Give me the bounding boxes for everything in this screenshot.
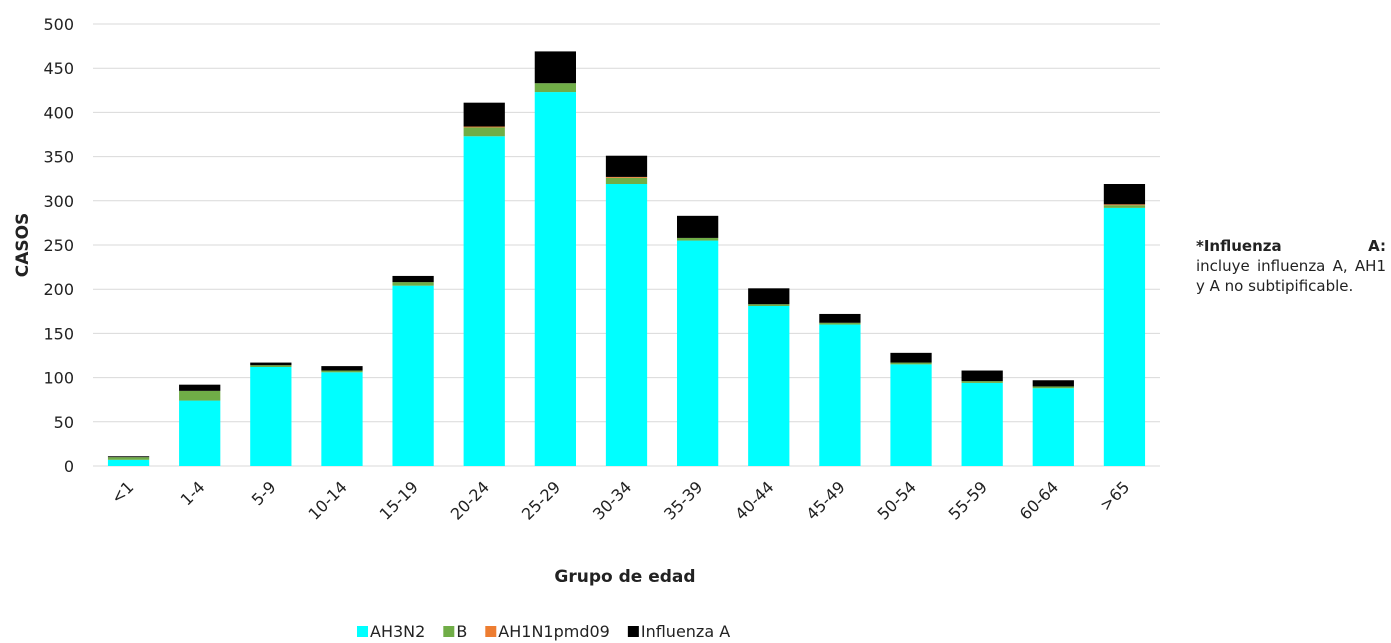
bar-segment — [107, 457, 150, 460]
x-tick-label: 55-59 — [945, 477, 991, 523]
bar-segment — [961, 382, 1003, 466]
annotation-label: *Influenza A: — [1196, 237, 1386, 255]
x-tick-label: 20-24 — [447, 477, 493, 523]
bar-segment — [392, 285, 434, 466]
bar-segment — [1032, 388, 1074, 466]
bar-segment — [890, 364, 932, 466]
bar-segment — [392, 282, 434, 286]
bar-segment — [961, 381, 1003, 383]
y-tick-label: 150 — [43, 324, 74, 343]
bar-segment — [463, 136, 505, 466]
bar-segment — [107, 459, 150, 466]
bar-segment — [1103, 207, 1146, 466]
annotation: *Influenza A: incluye influenza A, AH1 y … — [1196, 236, 1386, 296]
bar-segment — [179, 384, 221, 391]
x-tick-label: 25-29 — [518, 477, 564, 523]
x-tick-label: 15-19 — [376, 477, 422, 523]
bar-segment — [605, 177, 648, 185]
y-tick-label: 50 — [54, 413, 74, 432]
y-tick-label: 400 — [43, 103, 74, 122]
x-tick-label: 5-9 — [248, 477, 280, 509]
y-tick-label: 100 — [43, 369, 74, 388]
bar-segment — [677, 237, 719, 241]
x-tick-label: 45-49 — [802, 477, 848, 523]
bar-segment — [605, 155, 648, 177]
bar-segment — [250, 365, 292, 367]
legend-swatch — [485, 626, 497, 637]
x-tick-label: 10-14 — [304, 477, 350, 523]
bar-segment — [819, 322, 861, 325]
x-tick-label: 60-64 — [1016, 477, 1062, 523]
bar-segment — [890, 352, 932, 363]
legend-swatch — [627, 626, 639, 637]
bar-segment — [463, 126, 505, 128]
x-tick-label: 30-34 — [589, 477, 635, 523]
bar-segment — [605, 184, 648, 466]
x-tick-label: >65 — [1096, 477, 1133, 514]
bar-segment — [819, 324, 861, 466]
legend-label: Influenza A — [641, 622, 730, 641]
bar-segment — [605, 176, 648, 178]
bar-segment — [890, 362, 932, 365]
bar-segment — [1103, 184, 1146, 205]
y-tick-label: 250 — [43, 236, 74, 255]
bar-segment — [250, 366, 292, 466]
bar-segment — [1103, 205, 1146, 208]
legend-label: B — [456, 622, 467, 641]
bar-segment — [534, 51, 576, 84]
x-tick-label: 50-54 — [874, 477, 920, 523]
y-tick-label: 200 — [43, 280, 74, 299]
bar-segment — [961, 370, 1003, 382]
bar-segment — [463, 102, 505, 127]
y-tick-label: 350 — [43, 148, 74, 167]
bar-segment — [534, 92, 576, 467]
bar-segment — [677, 240, 719, 466]
bar-segment — [748, 305, 790, 466]
bar-segment — [321, 370, 363, 373]
y-tick-label: 0 — [64, 457, 74, 476]
bar-segment — [1032, 380, 1074, 387]
y-tick-label: 300 — [43, 192, 74, 211]
legend-label: AH3N2 — [370, 622, 425, 641]
annotation-text: incluye influenza A, AH1 y A no subtipif… — [1196, 257, 1386, 295]
x-tick-label: 35-39 — [660, 477, 706, 523]
bar-segment — [748, 288, 790, 305]
bar-segment — [107, 456, 150, 458]
bar-segment — [463, 127, 505, 137]
bar-segment — [819, 313, 861, 323]
legend-swatch — [443, 626, 455, 637]
y-tick-label: 500 — [43, 15, 74, 34]
bar-segment — [677, 215, 719, 238]
y-axis-label: CASOS — [13, 213, 33, 278]
bar-segment — [321, 366, 363, 371]
x-tick-label: <1 — [107, 477, 137, 507]
bar-segment — [321, 372, 363, 466]
x-tick-label: 1-4 — [177, 477, 209, 509]
bar-segment — [179, 400, 221, 466]
y-tick-label: 450 — [43, 59, 74, 78]
x-axis-label: Grupo de edad — [554, 567, 695, 587]
bar-segment — [748, 304, 790, 306]
bar-segment — [534, 83, 576, 93]
bar-segment — [1032, 386, 1074, 389]
legend-swatch — [357, 626, 368, 637]
bar-segment — [1103, 204, 1146, 206]
bar-segment — [250, 362, 292, 366]
bar-segment — [179, 390, 221, 401]
bar-segment — [392, 275, 434, 283]
legend-label: AH1N1pmd09 — [498, 622, 610, 641]
x-tick-label: 40-44 — [731, 477, 777, 523]
